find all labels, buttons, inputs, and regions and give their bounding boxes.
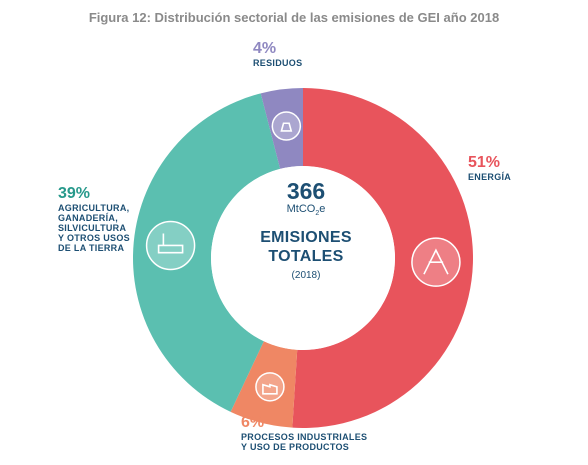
center-label-line1: EMISIONES xyxy=(260,229,352,247)
slice-label-4: 4% RESIDUOS xyxy=(253,40,302,68)
center-label-line2: TOTALES xyxy=(268,247,344,265)
slice-percent: 51% xyxy=(468,154,501,171)
slice-category: PROCESOS INDUSTRIALES Y USO DE PRODUCTOS xyxy=(241,431,368,452)
slice-category: ENERGÍA xyxy=(468,171,512,182)
center-year: (2018) xyxy=(291,269,321,281)
slice-1 xyxy=(292,88,473,428)
slice-percent: 6% xyxy=(241,414,265,431)
waste-bag-icon xyxy=(271,111,302,141)
power-tower-icon xyxy=(411,237,461,287)
chart-center: 366 MtCO2e EMISIONES TOTALES (2018) xyxy=(220,180,392,281)
slice-percent: 4% xyxy=(253,40,277,57)
slice-label-2: 6% PROCESOS INDUSTRIALES Y USO DE PRODUCT… xyxy=(241,414,367,452)
slice-label-3: 39% AGRICULTURA, GANADERÍA, SILVICULTURA … xyxy=(58,185,130,253)
factory-icon xyxy=(255,372,285,402)
donut-hole xyxy=(211,166,395,350)
slice-category: AGRICULTURA, GANADERÍA, SILVICULTURA Y O… xyxy=(58,202,130,254)
cow-tree-icon xyxy=(145,220,196,271)
figure-title: Figura 12: Distribución sectorial de las… xyxy=(88,10,500,25)
slice-category: RESIDUOS xyxy=(253,57,303,68)
slice-label-1: 51% ENERGÍA xyxy=(468,154,511,182)
total-value: 366 xyxy=(286,178,326,204)
slice-percent: 39% xyxy=(58,185,91,202)
slice-3 xyxy=(133,93,281,412)
total-unit: MtCO2e xyxy=(286,203,326,218)
